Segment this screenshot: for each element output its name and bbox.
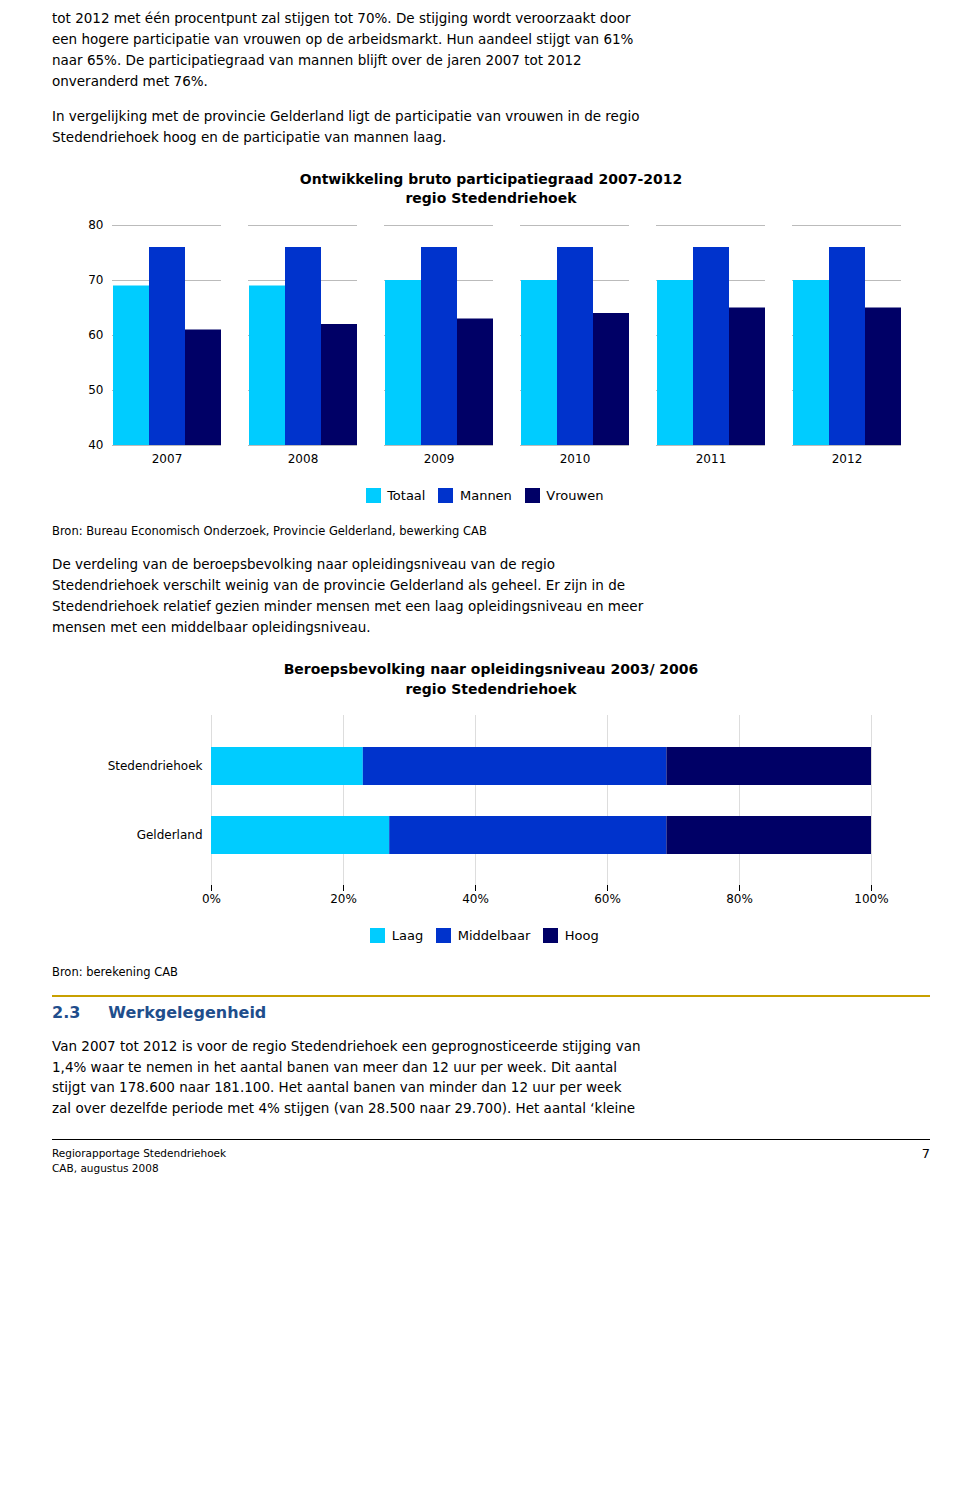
html-text:Mannen: Mannen — [460, 487, 512, 503]
svg-text:2009: 2009 — [424, 452, 455, 466]
svg-text:80%: 80% — [726, 892, 753, 906]
svg-text:Stedendriehoek: Stedendriehoek — [108, 759, 203, 773]
svg-text:70: 70 — [88, 273, 103, 287]
html-text:Totaal: Totaal — [387, 487, 426, 503]
svg-text:2007: 2007 — [152, 452, 183, 466]
svg-text:2012: 2012 — [832, 452, 863, 466]
html-text:Bron: Bureau Economisch Onderz: Bron: Bureau Economisch Onderzoek, Provi… — [52, 524, 487, 539]
svg-text:100%: 100% — [854, 892, 888, 906]
svg-text:20%: 20% — [330, 892, 357, 906]
svg-text:40%: 40% — [462, 892, 489, 906]
html-text:Regiorapportage Stedendriehoek: Regiorapportage Stedendriehoek CAB, augu… — [52, 1147, 227, 1174]
html-text:Hoog: Hoog — [564, 928, 599, 944]
html-text:Vrouwen: Vrouwen — [546, 487, 604, 503]
svg-text:60%: 60% — [594, 892, 621, 906]
html-text:Van 2007 tot 2012 is voor de r: Van 2007 tot 2012 is voor de regio Stede… — [52, 1037, 641, 1117]
svg-text:2008: 2008 — [288, 452, 319, 466]
html-text:Bron: berekening CAB: Bron: berekening CAB — [52, 964, 178, 979]
svg-text:2011: 2011 — [696, 452, 727, 466]
svg-text:80: 80 — [88, 218, 103, 232]
html-text:Middelbaar: Middelbaar — [457, 928, 531, 944]
html-text:Ontwikkeling bruto participati: Ontwikkeling bruto participatiegraad 200… — [299, 170, 683, 207]
svg-text:2010: 2010 — [560, 452, 591, 466]
html-text:tot 2012 met één procentpunt z: tot 2012 met één procentpunt zal stijgen… — [52, 10, 634, 89]
html-text:2.3: 2.3 — [52, 1002, 81, 1022]
html-text:In vergelijking met de provinc: In vergelijking met de provincie Gelderl… — [52, 107, 640, 145]
svg-text:50: 50 — [88, 383, 103, 397]
svg-text:0%: 0% — [202, 892, 221, 906]
svg-text:60: 60 — [88, 328, 103, 342]
html-text:Beroepsbevolking naar opleidin: Beroepsbevolking naar opleidingsniveau 2… — [283, 660, 699, 697]
html-text:7: 7 — [921, 1146, 930, 1162]
html-text:De verdeling van de beroepsbev: De verdeling van de beroepsbevolking naa… — [52, 556, 644, 635]
html-text:Werkgelegenheid: Werkgelegenheid — [108, 1002, 267, 1022]
svg-text:40: 40 — [88, 438, 103, 452]
svg-text:Gelderland: Gelderland — [137, 828, 203, 842]
html-text:Laag: Laag — [391, 928, 424, 944]
